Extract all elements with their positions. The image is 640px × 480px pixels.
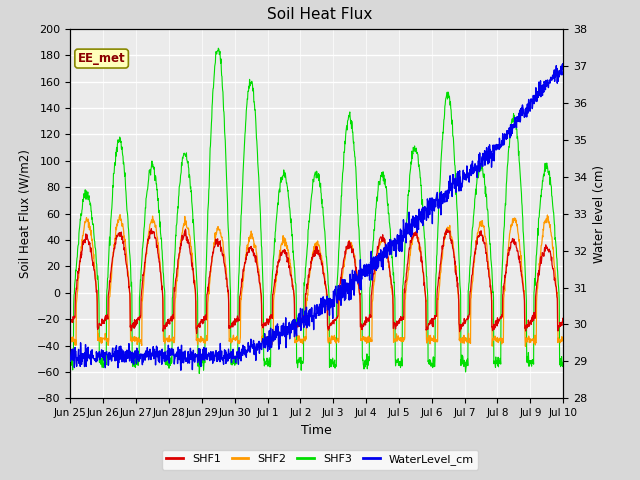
SHF2 <box>295 336 303 342</box>
SHF2 <box>522 344 529 349</box>
SHF1 <box>276 254 284 260</box>
WaterLevel_cm <box>559 61 566 67</box>
SHF3 <box>348 125 355 131</box>
SHF2 <box>125 281 132 287</box>
SHF1 <box>296 320 303 325</box>
SHF1 <box>193 331 200 336</box>
SHF1 <box>559 319 567 325</box>
SHF3 <box>214 45 222 51</box>
SHF2 <box>286 261 294 266</box>
SHF3 <box>276 181 284 187</box>
SHF1 <box>105 290 113 296</box>
SHF3 <box>125 227 132 232</box>
Text: Soil Heat Flux: Soil Heat Flux <box>268 7 372 22</box>
Text: EE_met: EE_met <box>78 52 125 65</box>
SHF3 <box>559 359 567 365</box>
WaterLevel_cm <box>125 353 132 359</box>
SHF1 <box>67 316 74 322</box>
SHF2 <box>559 336 567 342</box>
WaterLevel_cm <box>295 323 303 329</box>
Line: SHF3: SHF3 <box>70 48 563 373</box>
SHF3 <box>195 371 203 376</box>
WaterLevel_cm <box>105 362 113 368</box>
WaterLevel_cm <box>67 359 74 364</box>
Line: SHF2: SHF2 <box>70 215 563 347</box>
WaterLevel_cm <box>286 330 294 336</box>
Line: WaterLevel_cm: WaterLevel_cm <box>70 64 563 370</box>
SHF1 <box>348 245 355 251</box>
Y-axis label: Water level (cm): Water level (cm) <box>593 165 605 263</box>
Line: SHF1: SHF1 <box>70 228 563 334</box>
Y-axis label: Soil Heat Flux (W/m2): Soil Heat Flux (W/m2) <box>19 149 31 278</box>
SHF1 <box>125 278 132 284</box>
Legend: SHF1, SHF2, SHF3, WaterLevel_cm: SHF1, SHF2, SHF3, WaterLevel_cm <box>162 450 478 469</box>
SHF1 <box>147 226 155 231</box>
SHF2 <box>276 248 284 253</box>
WaterLevel_cm <box>348 294 355 300</box>
WaterLevel_cm <box>177 367 185 373</box>
SHF3 <box>105 259 113 264</box>
SHF2 <box>105 339 113 345</box>
SHF2 <box>348 240 355 245</box>
SHF2 <box>67 336 74 341</box>
SHF1 <box>287 272 294 277</box>
SHF2 <box>116 212 124 217</box>
SHF3 <box>287 215 294 221</box>
SHF3 <box>296 355 303 360</box>
WaterLevel_cm <box>559 66 567 72</box>
WaterLevel_cm <box>276 341 284 347</box>
SHF3 <box>67 360 74 366</box>
X-axis label: Time: Time <box>301 424 332 437</box>
